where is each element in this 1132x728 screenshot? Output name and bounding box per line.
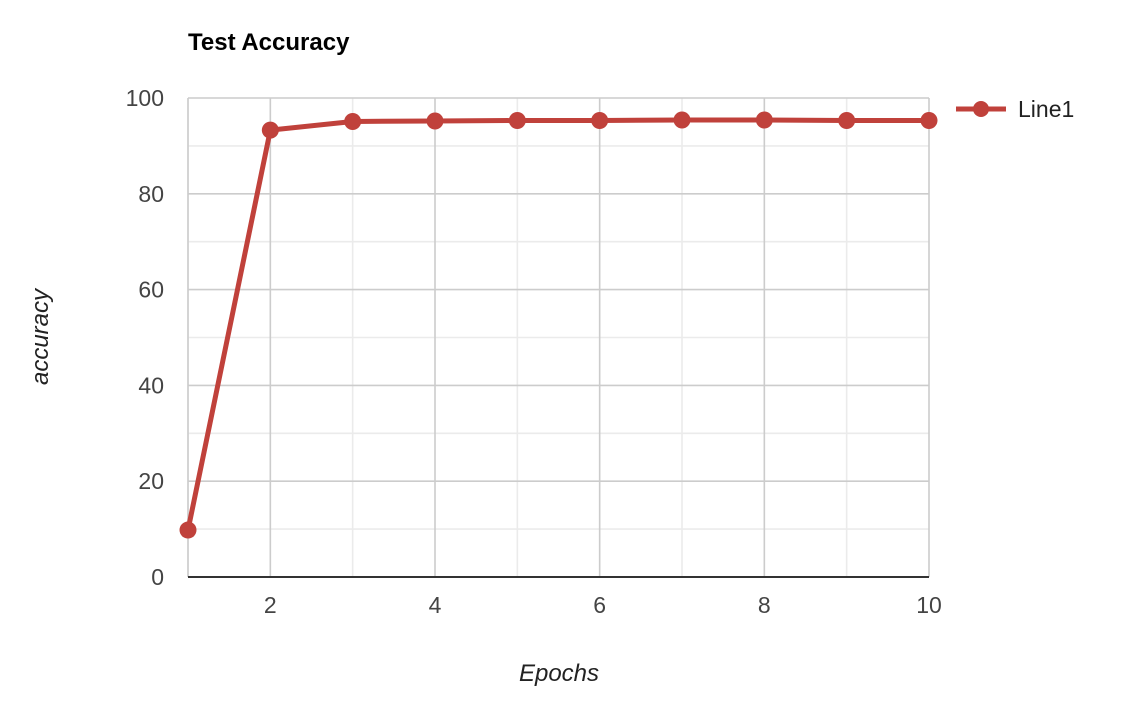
legend-label: Line1: [1018, 96, 1074, 122]
y-tick-label: 80: [138, 181, 164, 207]
data-point: [508, 112, 526, 130]
data-point: [261, 121, 279, 139]
y-tick-label: 20: [138, 468, 164, 494]
y-tick-label: 60: [138, 277, 164, 303]
grid: [187, 97, 930, 577]
data-point: [179, 521, 197, 539]
y-tick-label: 40: [138, 372, 164, 398]
y-axis-title: accuracy: [27, 287, 54, 385]
data-point: [838, 112, 856, 130]
data-point: [344, 112, 362, 130]
x-tick-label: 2: [264, 592, 277, 618]
legend-marker: [973, 101, 989, 117]
series: [179, 111, 938, 539]
data-point: [920, 112, 938, 130]
x-axis-title: Epochs: [519, 660, 599, 687]
legend: Line1: [956, 96, 1074, 122]
y-tick-label: 100: [126, 85, 164, 111]
y-tick-label: 0: [151, 564, 164, 590]
x-tick-label: 8: [758, 592, 771, 618]
series-line: [185, 117, 932, 533]
data-point: [591, 112, 609, 130]
x-tick-label: 6: [593, 592, 606, 618]
x-tick-labels: 2 4 6 8 10: [264, 592, 942, 618]
chart-title: Test Accuracy: [188, 29, 350, 56]
x-tick-label: 4: [429, 592, 442, 618]
data-point: [426, 112, 444, 130]
data-point: [755, 111, 773, 129]
x-tick-label: 10: [916, 592, 942, 618]
y-tick-labels: 0 20 40 60 80 100: [126, 85, 164, 590]
data-point: [673, 111, 691, 129]
